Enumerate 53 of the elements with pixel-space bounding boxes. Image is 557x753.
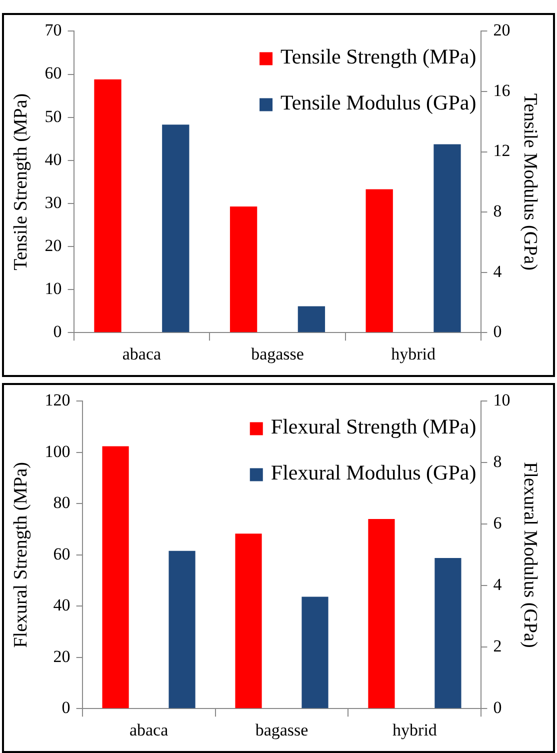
x-tick-label: hybrid xyxy=(392,720,438,740)
x-tick-label: abaca xyxy=(122,344,162,364)
y2-tick-label: 20 xyxy=(493,20,510,40)
legend-label: Flexural Modulus (GPa) xyxy=(270,460,476,485)
y-axis-title: Flexural Strength (MPa) xyxy=(10,462,32,648)
y-tick-label: 0 xyxy=(53,322,62,342)
y2-axis-title: Tensile Modulus (GPa) xyxy=(520,93,541,270)
x-tick-label: abaca xyxy=(129,720,169,740)
y2-tick-label: 8 xyxy=(493,202,502,221)
bar xyxy=(230,206,258,332)
y-tick-label: 40 xyxy=(44,150,62,169)
y-tick-label: 100 xyxy=(44,442,70,461)
y-axis-title: Tensile Strength (MPa) xyxy=(10,93,32,270)
y-tick-label: 40 xyxy=(53,596,70,615)
y-tick-label: 120 xyxy=(44,390,70,410)
x-tick-label: hybrid xyxy=(391,344,436,364)
y2-tick-label: 4 xyxy=(493,262,502,281)
y2-tick-label: 12 xyxy=(493,141,510,160)
y-tick-label: 60 xyxy=(44,64,62,83)
y-tick-label: 0 xyxy=(62,698,70,718)
y2-tick-label: 8 xyxy=(493,452,502,472)
bar xyxy=(168,550,196,708)
y-tick-label: 70 xyxy=(44,20,62,40)
bar xyxy=(162,124,190,332)
x-tick-label: bagasse xyxy=(251,344,304,364)
x-tick-label: bagasse xyxy=(255,720,308,740)
y-tick-label: 50 xyxy=(44,106,62,126)
legend-label: Flexural Strength (MPa) xyxy=(270,414,476,439)
bar xyxy=(102,446,129,708)
y2-axis-title: Flexural Modulus (GPa) xyxy=(520,462,541,648)
legend-label: Tensile Modulus (GPa) xyxy=(280,90,476,115)
y2-tick-label: 10 xyxy=(493,390,510,410)
bar xyxy=(298,306,326,332)
y2-tick-label: 4 xyxy=(493,575,502,594)
y-tick-label: 80 xyxy=(53,493,70,512)
bar xyxy=(434,558,462,708)
y2-tick-label: 2 xyxy=(493,636,502,656)
y2-tick-label: 16 xyxy=(493,80,510,100)
y-tick-label: 20 xyxy=(53,646,70,666)
bar xyxy=(368,519,395,708)
y2-tick-label: 0 xyxy=(493,322,502,342)
bar xyxy=(434,144,461,332)
y-tick-label: 20 xyxy=(44,236,62,255)
y-tick-label: 10 xyxy=(44,279,62,298)
y-tick-label: 30 xyxy=(44,192,62,212)
bar xyxy=(302,596,328,708)
y-tick-label: 60 xyxy=(53,544,70,564)
bar xyxy=(235,534,262,708)
bar xyxy=(94,79,122,332)
legend-label: Tensile Strength (MPa) xyxy=(280,44,476,69)
y2-tick-label: 0 xyxy=(493,698,502,718)
y2-tick-label: 6 xyxy=(493,514,502,533)
bar xyxy=(366,189,393,332)
